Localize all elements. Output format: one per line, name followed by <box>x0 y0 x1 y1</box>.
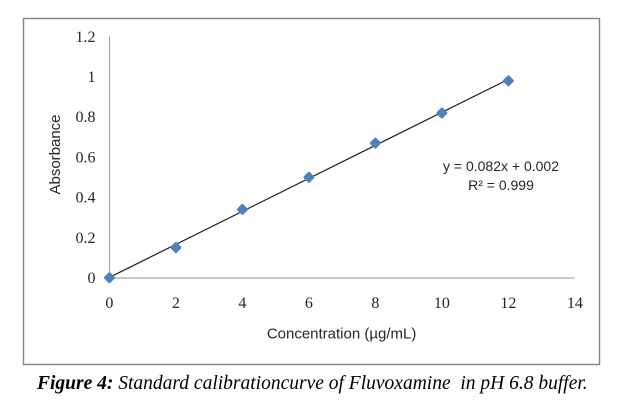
svg-text:Absorbance: Absorbance <box>47 114 64 194</box>
svg-text:1: 1 <box>88 69 96 86</box>
svg-text:0: 0 <box>88 270 96 287</box>
svg-text:0.4: 0.4 <box>76 190 96 207</box>
svg-text:R² = 0.999: R² = 0.999 <box>468 177 534 193</box>
svg-text:y = 0.082x + 0.002: y = 0.082x + 0.002 <box>443 158 559 174</box>
svg-text:14: 14 <box>567 295 583 312</box>
svg-text:Concentration (µg/mL): Concentration (µg/mL) <box>267 326 417 343</box>
svg-text:4: 4 <box>238 295 246 312</box>
svg-text:1.2: 1.2 <box>76 29 96 46</box>
svg-text:6: 6 <box>305 295 313 312</box>
svg-text:2: 2 <box>172 295 180 312</box>
svg-text:0.6: 0.6 <box>76 149 96 166</box>
svg-text:10: 10 <box>434 295 450 312</box>
svg-text:0: 0 <box>105 295 113 312</box>
svg-text:8: 8 <box>371 295 379 312</box>
svg-text:0.2: 0.2 <box>76 230 96 247</box>
svg-text:0.8: 0.8 <box>76 109 96 126</box>
svg-text:12: 12 <box>500 295 516 312</box>
